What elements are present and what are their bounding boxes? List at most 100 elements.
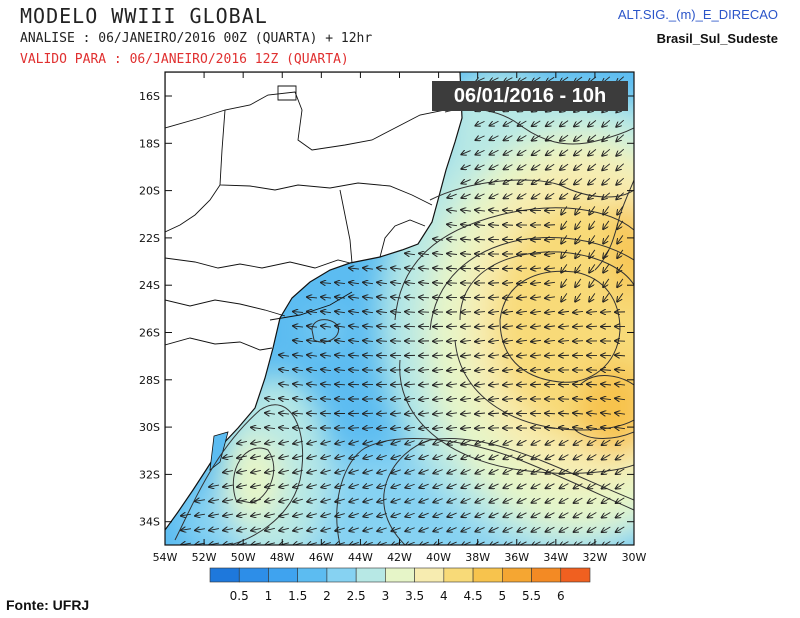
direction-arrow [279,528,289,530]
direction-arrow [391,513,401,516]
direction-arrow [489,311,500,312]
direction-arrow [335,297,346,298]
direction-arrow [575,206,582,214]
direction-arrow [546,192,555,198]
direction-arrow [518,542,527,545]
direction-arrow [615,427,626,428]
direction-arrow [573,427,584,428]
direction-arrow [321,441,331,444]
direction-arrow [489,283,500,284]
direction-arrow [589,264,596,272]
direction-arrow [377,326,388,327]
direction-arrow [532,498,541,503]
direction-arrow [293,470,303,473]
direction-arrow [546,163,555,169]
direction-arrow [279,428,290,429]
direction-arrow [615,370,626,371]
direction-arrow [490,150,499,154]
direction-arrow [265,470,275,472]
direction-arrow [349,542,359,545]
direction-arrow [349,484,359,487]
direction-arrow [293,355,304,356]
direction-arrow [447,194,457,198]
direction-arrow [602,148,611,155]
legend-swatch [385,567,415,583]
direction-arrow [335,485,345,488]
direction-arrow [616,512,625,517]
direction-arrow [433,239,444,240]
legend-label: 4.5 [464,589,483,603]
direction-arrow [335,456,345,459]
direction-arrow [504,135,513,141]
direction-arrow [475,484,485,488]
direction-arrow [574,120,583,127]
direction-arrow [531,268,542,269]
direction-arrow [531,282,542,283]
direction-arrow [518,527,527,531]
direction-arrow [504,164,513,170]
direction-arrow [503,355,514,356]
direction-arrow [475,194,485,198]
direction-arrow [251,470,261,472]
lat-label: 20S [139,185,160,198]
legend-label: 5 [498,589,506,603]
direction-arrow [349,370,360,371]
direction-arrow [489,210,500,211]
legend-swatch [268,567,298,583]
direction-arrow [503,498,513,502]
direction-arrow [349,513,359,516]
direction-arrow [589,206,596,214]
direction-arrow [461,355,472,356]
direction-arrow [560,512,569,518]
direction-arrow [433,528,443,532]
direction-arrow [461,427,472,428]
direction-arrow [461,384,472,385]
direction-arrow [560,178,569,185]
lat-label: 28S [139,374,160,387]
direction-arrow [307,499,317,502]
legend-swatch [472,567,503,583]
direction-arrow [602,163,611,170]
land-south-america [165,72,463,532]
direction-arrow [461,542,471,545]
lat-label: 32S [139,468,160,481]
direction-arrow [601,312,612,313]
direction-arrow [475,224,486,225]
direction-arrow [475,455,485,459]
direction-arrow [363,499,373,502]
direction-arrow [461,340,472,341]
direction-arrow [307,413,318,414]
legend-swatch [326,567,357,583]
direction-arrow [475,469,485,473]
direction-arrow [237,485,247,487]
direction-arrow [531,326,542,327]
source-credit: Fonte: UFRJ [6,597,90,613]
direction-arrow [561,206,568,214]
direction-arrow [251,499,261,501]
direction-arrow [602,512,611,517]
direction-arrow [560,163,569,170]
direction-arrow [532,178,541,184]
direction-arrow [307,456,317,459]
direction-arrow [405,268,416,269]
direction-arrow [475,340,486,341]
direction-arrow [321,297,332,298]
direction-arrow [518,178,527,184]
direction-arrow [461,254,472,255]
direction-arrow [616,454,625,459]
direction-arrow [363,297,374,298]
direction-arrow [475,384,486,385]
direction-arrow [560,483,569,489]
direction-arrow [475,179,485,183]
direction-arrow [377,455,387,458]
legend-label: 0.5 [230,589,249,603]
direction-arrow [363,413,374,414]
direction-arrow [223,529,233,531]
lon-label: 48W [270,551,295,564]
direction-arrow [574,468,583,474]
legend-label: 1.5 [288,589,307,603]
direction-arrow [588,439,597,445]
legend-label: 6 [557,589,565,603]
direction-arrow [293,413,304,414]
direction-arrow [377,341,388,342]
